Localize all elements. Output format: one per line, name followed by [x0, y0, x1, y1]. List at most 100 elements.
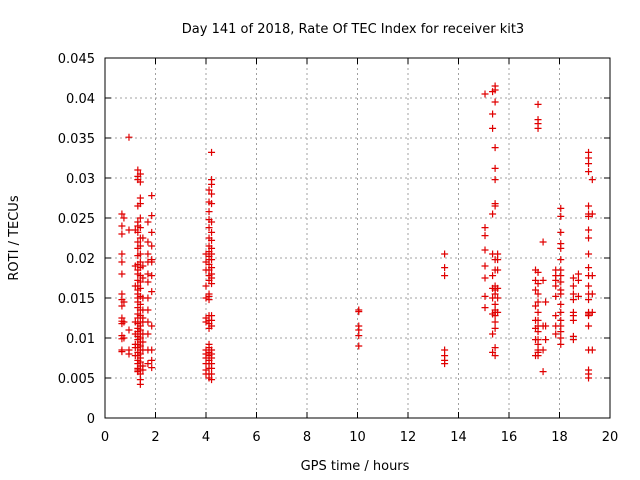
data-point — [144, 270, 152, 278]
data-point — [489, 272, 497, 280]
data-point — [585, 296, 593, 304]
data-point — [120, 214, 128, 222]
data-point — [557, 328, 565, 336]
data-point — [534, 124, 542, 132]
data-point — [585, 202, 593, 210]
data-point — [491, 290, 499, 298]
data-point — [118, 258, 126, 266]
data-point — [557, 272, 565, 280]
data-point — [491, 318, 499, 326]
data-point — [569, 282, 577, 290]
data-point — [585, 250, 593, 258]
y-tick-label: 0.045 — [58, 52, 95, 67]
data-point — [585, 212, 593, 220]
data-point — [134, 166, 142, 174]
data-point — [148, 322, 156, 330]
data-point — [569, 316, 577, 324]
data-point — [481, 292, 489, 300]
data-point — [144, 238, 152, 246]
data-point — [588, 210, 596, 218]
x-tick-label: 18 — [551, 430, 568, 445]
data-point — [534, 352, 542, 360]
x-tick-label: 8 — [303, 430, 311, 445]
data-point — [441, 360, 449, 368]
axis-ticks: 0 2 4 6 8 10 12 14 16 18 20 0 0.005 0.01 0.015 0.02 0.02… — [58, 52, 618, 445]
data-point — [205, 186, 213, 194]
data-point — [205, 224, 213, 232]
data-point — [120, 298, 128, 306]
data-points — [118, 82, 596, 388]
y-axis-label: ROTI / TECUs — [7, 195, 22, 280]
data-point — [489, 110, 497, 118]
x-tick-label: 0 — [101, 430, 109, 445]
data-point — [136, 278, 144, 286]
data-point — [532, 302, 540, 310]
data-point — [148, 288, 156, 296]
data-point — [494, 266, 502, 274]
data-point — [148, 272, 156, 280]
data-point — [148, 212, 156, 220]
data-point — [208, 280, 216, 288]
data-point — [125, 350, 133, 358]
data-point — [569, 274, 577, 282]
data-point — [118, 270, 126, 278]
data-point — [588, 308, 596, 316]
data-point — [441, 264, 449, 272]
data-point — [441, 250, 449, 258]
data-point — [134, 238, 142, 246]
data-point — [118, 250, 126, 258]
y-tick-label: 0.01 — [66, 332, 95, 347]
data-point — [491, 86, 499, 94]
data-point — [148, 356, 156, 364]
data-point — [552, 330, 560, 338]
data-point — [539, 276, 547, 284]
data-point — [539, 368, 547, 376]
data-point — [136, 224, 144, 232]
data-point — [144, 360, 152, 368]
data-point — [355, 332, 363, 340]
y-tick-label: 0.025 — [58, 212, 95, 227]
data-point — [139, 274, 147, 282]
data-point — [148, 258, 156, 266]
data-point — [491, 98, 499, 106]
data-point — [569, 296, 577, 304]
data-point — [208, 200, 216, 208]
plot-frame — [104, 57, 611, 419]
data-point — [208, 376, 216, 384]
data-point — [136, 380, 144, 388]
y-tick-label: 0.03 — [66, 172, 95, 187]
x-tick-label: 6 — [252, 430, 260, 445]
data-point — [481, 274, 489, 282]
x-tick-label: 16 — [501, 430, 518, 445]
data-point — [534, 328, 542, 336]
data-point — [136, 200, 144, 208]
data-point — [557, 212, 565, 220]
data-point — [144, 294, 152, 302]
data-point — [574, 270, 582, 278]
data-point — [136, 242, 144, 250]
data-point — [208, 264, 216, 272]
data-point — [205, 208, 213, 216]
data-point — [491, 352, 499, 360]
data-point — [134, 228, 142, 236]
data-point — [534, 290, 542, 298]
data-point — [534, 268, 542, 276]
data-point — [534, 308, 542, 316]
data-point — [144, 318, 152, 326]
data-point — [144, 306, 152, 314]
data-point — [208, 148, 216, 156]
data-point — [208, 218, 216, 226]
data-point — [494, 256, 502, 264]
data-point — [574, 292, 582, 300]
data-point — [139, 234, 147, 242]
data-point — [552, 282, 560, 290]
data-point — [585, 264, 593, 272]
data-point — [585, 322, 593, 330]
data-point — [552, 312, 560, 320]
data-point — [588, 290, 596, 298]
data-point — [136, 214, 144, 222]
y-tick-label: 0 — [87, 412, 95, 427]
data-point — [208, 236, 216, 244]
x-tick-label: 2 — [151, 430, 159, 445]
